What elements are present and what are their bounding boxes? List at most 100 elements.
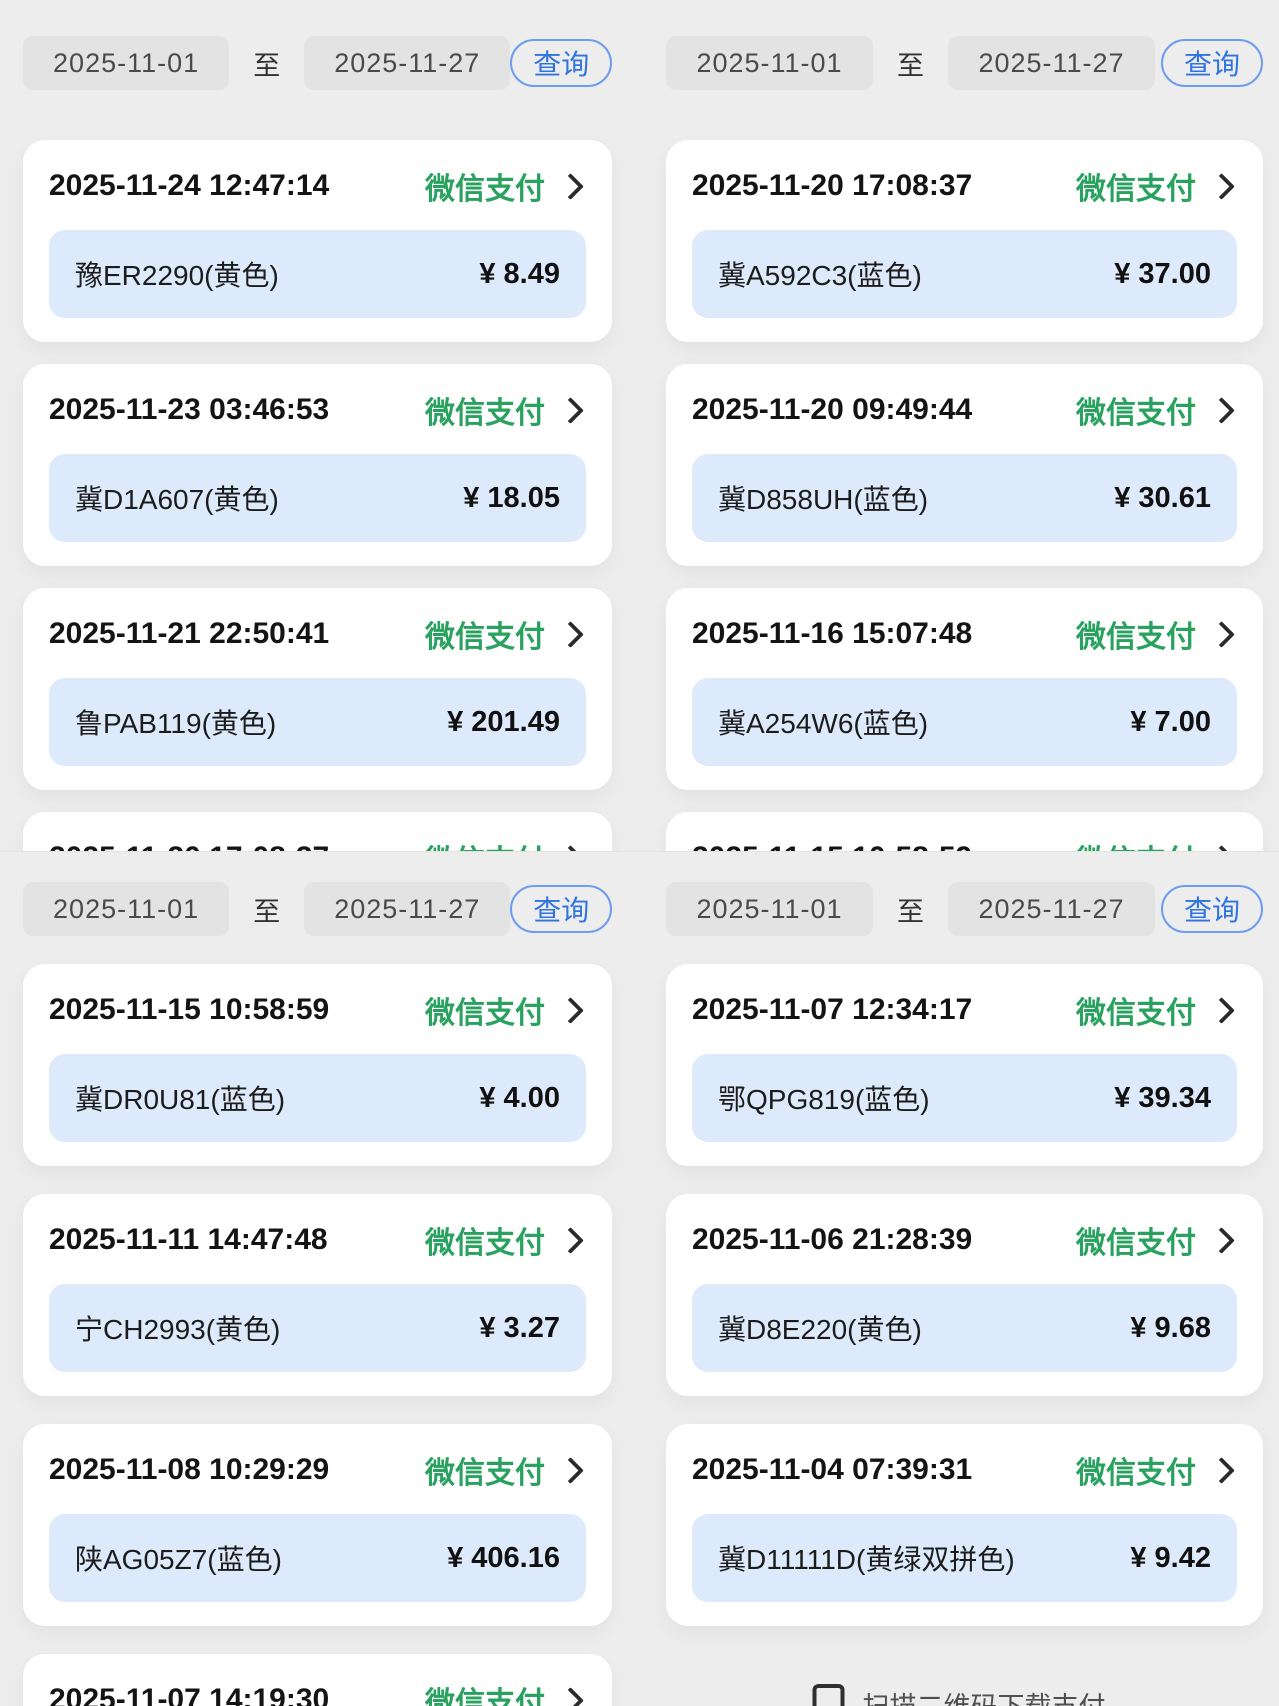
date-filter-bar: 2025-11-01 至 2025-11-27 查询 [23, 36, 613, 90]
chevron-right-icon[interactable] [1208, 172, 1235, 200]
chevron-right-icon[interactable] [1208, 396, 1235, 424]
vehicle-amount-row: 宁CH2993(黄色) ¥ 3.27 [49, 1284, 586, 1372]
license-plate: 冀A254W6(蓝色) [718, 708, 929, 739]
start-date-input[interactable]: 2025-11-01 [666, 882, 873, 936]
start-date-input[interactable]: 2025-11-01 [23, 36, 230, 90]
payment-record-card[interactable]: 2025-11-04 07:39:31 微信支付 冀D11111D(黄绿双拼色)… [666, 1424, 1263, 1626]
amount: ¥ 4.00 [479, 1081, 560, 1114]
license-plate: 鄂QPG819(蓝色) [718, 1084, 930, 1115]
chevron-right-icon[interactable] [557, 1456, 584, 1484]
payment-method-label: 微信支付 [1076, 836, 1196, 851]
payment-method-label: 微信支付 [425, 1457, 545, 1490]
card-header: 2025-11-23 03:46:53 微信支付 [49, 390, 586, 430]
amount: ¥ 201.49 [447, 705, 560, 738]
payment-method[interactable]: 微信支付 [425, 1678, 586, 1706]
license-plate: 冀A592C3(蓝色) [718, 260, 922, 291]
payment-record-card-clipped[interactable]: 2025-11-15 10:58:59 微信支付 [666, 812, 1263, 851]
license-plate: 冀D8E220(黄色) [718, 1314, 922, 1345]
date-range-separator: 至 [253, 896, 281, 927]
date-range-separator: 至 [897, 50, 924, 81]
query-button[interactable]: 查询 [510, 39, 613, 87]
payment-method[interactable]: 微信支付 [425, 612, 586, 656]
amount: ¥ 7.00 [1130, 705, 1211, 738]
chevron-right-icon[interactable] [1208, 1226, 1235, 1254]
vehicle-amount-row: 冀DR0U81(蓝色) ¥ 4.00 [49, 1054, 586, 1142]
payment-method-label: 微信支付 [1076, 621, 1196, 654]
payment-record-card[interactable]: 2025-11-11 14:47:48 微信支付 宁CH2993(黄色) ¥ 3… [23, 1194, 612, 1396]
payment-method[interactable]: 微信支付 [1076, 612, 1237, 656]
chevron-right-icon[interactable] [1208, 1456, 1235, 1484]
card-header: 2025-11-11 14:47:48 微信支付 [49, 1220, 586, 1260]
vehicle-amount-row: 冀D858UH(蓝色) ¥ 30.61 [692, 454, 1237, 542]
chevron-right-icon[interactable] [557, 1686, 584, 1706]
payment-record-card[interactable]: 2025-11-07 12:34:17 微信支付 鄂QPG819(蓝色) ¥ 3… [666, 964, 1263, 1166]
payment-record-card-clipped[interactable]: 2025-11-07 14:19:30 微信支付 [23, 1654, 612, 1706]
license-plate: 冀D858UH(蓝色) [718, 484, 929, 515]
payment-record-card[interactable]: 2025-11-24 12:47:14 微信支付 豫ER2290(黄色) ¥ 8… [23, 140, 612, 342]
payment-method[interactable]: 微信支付 [1076, 1448, 1237, 1492]
payment-method[interactable]: 微信支付 [425, 164, 586, 208]
payment-datetime: 2025-11-06 21:28:39 [692, 1223, 973, 1256]
download-footer[interactable]: 扫描二维码下载支付 [812, 1684, 1106, 1706]
end-date-input[interactable]: 2025-11-27 [304, 882, 511, 936]
chevron-right-icon[interactable] [557, 1226, 584, 1254]
payment-method[interactable]: 微信支付 [425, 988, 586, 1032]
query-button[interactable]: 查询 [1161, 885, 1263, 933]
start-date-input[interactable]: 2025-11-01 [666, 36, 873, 90]
payment-record-card[interactable]: 2025-11-08 10:29:29 微信支付 陕AG05Z7(蓝色) ¥ 4… [23, 1424, 612, 1626]
payment-method[interactable]: 微信支付 [1076, 164, 1237, 208]
payment-method[interactable]: 微信支付 [1076, 388, 1237, 432]
start-date-input[interactable]: 2025-11-01 [23, 882, 230, 936]
chevron-right-icon[interactable] [557, 844, 584, 851]
amount: ¥ 9.42 [1130, 1541, 1211, 1574]
payment-method-label: 微信支付 [1076, 1227, 1196, 1260]
payment-datetime: 2025-11-08 10:29:29 [49, 1453, 330, 1486]
chevron-right-icon[interactable] [557, 620, 584, 648]
payment-method[interactable]: 微信支付 [425, 1218, 586, 1262]
payment-method[interactable]: 微信支付 [1076, 1218, 1237, 1262]
vehicle-amount-row: 陕AG05Z7(蓝色) ¥ 406.16 [49, 1514, 586, 1602]
payment-method-label: 微信支付 [425, 1227, 545, 1260]
payment-method-label: 微信支付 [1076, 1457, 1196, 1490]
payment-record-card[interactable]: 2025-11-23 03:46:53 微信支付 冀D1A607(黄色) ¥ 1… [23, 364, 612, 566]
query-button[interactable]: 查询 [510, 885, 613, 933]
chevron-right-icon[interactable] [1208, 844, 1235, 851]
chevron-right-icon[interactable] [1208, 620, 1235, 648]
payment-record-card[interactable]: 2025-11-20 09:49:44 微信支付 冀D858UH(蓝色) ¥ 3… [666, 364, 1263, 566]
payment-method-label: 微信支付 [425, 836, 545, 851]
payment-panel-bottom-left: 2025-11-01 至 2025-11-27 查询 2025-11-15 10… [0, 852, 639, 1706]
card-header: 2025-11-24 12:47:14 微信支付 [49, 166, 586, 206]
payment-method-label: 微信支付 [1076, 397, 1196, 430]
card-header: 2025-11-21 22:50:41 微信支付 [49, 614, 586, 654]
payment-method[interactable]: 微信支付 [425, 388, 586, 432]
end-date-input[interactable]: 2025-11-27 [304, 36, 511, 90]
end-date-input[interactable]: 2025-11-27 [948, 882, 1155, 936]
payment-method[interactable]: 微信支付 [1076, 988, 1237, 1032]
chevron-right-icon[interactable] [1208, 996, 1235, 1024]
payment-record-card[interactable]: 2025-11-16 15:07:48 微信支付 冀A254W6(蓝色) ¥ 7… [666, 588, 1263, 790]
payment-record-card[interactable]: 2025-11-21 22:50:41 微信支付 鲁PAB119(黄色) ¥ 2… [23, 588, 612, 790]
chevron-right-icon[interactable] [557, 172, 584, 200]
chevron-right-icon[interactable] [557, 396, 584, 424]
card-header: 2025-11-15 10:58:59 微信支付 [49, 990, 586, 1030]
chevron-right-icon[interactable] [557, 996, 584, 1024]
card-header: 2025-11-16 15:07:48 微信支付 [692, 614, 1237, 654]
payment-record-card-clipped[interactable]: 2025-11-20 17:08:37 微信支付 [23, 812, 612, 851]
payment-record-card[interactable]: 2025-11-20 17:08:37 微信支付 冀A592C3(蓝色) ¥ 3… [666, 140, 1263, 342]
date-range-separator: 至 [897, 896, 924, 927]
payment-method[interactable]: 微信支付 [1076, 836, 1237, 851]
payment-record-card[interactable]: 2025-11-06 21:28:39 微信支付 冀D8E220(黄色) ¥ 9… [666, 1194, 1263, 1396]
payment-method[interactable]: 微信支付 [425, 836, 586, 851]
date-filter-bar: 2025-11-01 至 2025-11-27 查询 [666, 882, 1263, 936]
payment-datetime: 2025-11-20 09:49:44 [692, 393, 973, 426]
payment-record-card[interactable]: 2025-11-15 10:58:59 微信支付 冀DR0U81(蓝色) ¥ 4… [23, 964, 612, 1166]
query-button[interactable]: 查询 [1161, 39, 1263, 87]
end-date-input[interactable]: 2025-11-27 [948, 36, 1155, 90]
license-plate: 冀D1A607(黄色) [75, 484, 279, 515]
vehicle-amount-row: 豫ER2290(黄色) ¥ 8.49 [49, 230, 586, 318]
payment-method-label: 微信支付 [1076, 997, 1196, 1030]
payment-method[interactable]: 微信支付 [425, 1448, 586, 1492]
vehicle-amount-row: 鲁PAB119(黄色) ¥ 201.49 [49, 678, 586, 766]
payment-method-label: 微信支付 [425, 621, 545, 654]
